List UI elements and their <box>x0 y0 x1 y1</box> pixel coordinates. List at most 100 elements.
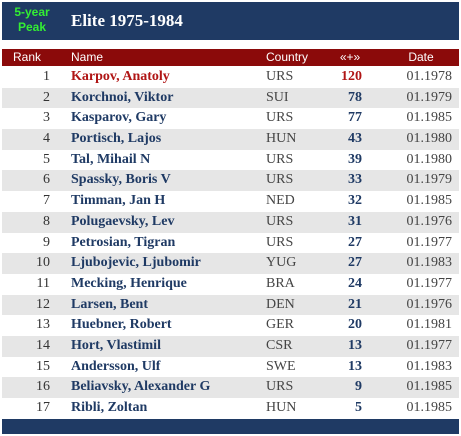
player-name-cell: Huebner, Robert <box>71 317 172 333</box>
column-header-rank[interactable]: Rank <box>12 50 41 64</box>
score-cell: 43 <box>348 131 362 147</box>
player-name-cell: Karpov, Anatoly <box>71 69 170 84</box>
country-cell: URS <box>266 213 294 229</box>
country-cell: HUN <box>266 400 297 415</box>
player-name-cell: Mecking, Henrique <box>71 275 187 291</box>
date-cell: 01.1985 <box>406 400 453 415</box>
table-footer-bar <box>2 419 459 434</box>
table-row: 9 Petrosian, Tigran URS 27 01.1977 <box>2 232 459 254</box>
table-row: 6 Spassky, Boris V URS 33 01.1979 <box>2 170 459 192</box>
badge-line-2: Peak <box>17 20 47 34</box>
rank-cell: 15 <box>36 358 50 374</box>
rank-cell: 8 <box>43 213 50 229</box>
column-header-date[interactable]: Date <box>408 50 434 64</box>
table-row: 1 Karpov, Anatoly URS 120 01.1978 <box>2 67 459 88</box>
country-cell: SUI <box>266 89 289 105</box>
table-row: 14 Hort, Vlastimil CSR 13 01.1977 <box>2 335 459 357</box>
country-cell: DEN <box>266 296 295 312</box>
rank-cell: 4 <box>43 131 50 147</box>
score-cell: 9 <box>355 379 362 395</box>
table-row: 12 Larsen, Bent DEN 21 01.1976 <box>2 294 459 316</box>
country-cell: CSR <box>266 337 293 353</box>
date-cell: 01.1979 <box>406 89 453 105</box>
column-header-row: Rank Name Country «+» Date <box>2 49 459 66</box>
column-header-name[interactable]: Name <box>71 50 104 64</box>
table-body: 1 Karpov, Anatoly URS 120 01.1978 2 Korchnoi, … <box>2 67 459 419</box>
player-name-cell: Beliavsky, Alexander G <box>71 379 211 395</box>
player-name-cell: Larsen, Bent <box>71 296 148 312</box>
table-row: 16 Beliavsky, Alexander G URS 9 01.1985 <box>2 377 459 398</box>
table-row: 2 Korchnoi, Viktor SUI 78 01.1979 <box>2 87 459 109</box>
table-row: 7 Timman, Jan H NED 32 01.1985 <box>2 191 459 212</box>
table-row: 8 Polugaevsky, Lev URS 31 01.1976 <box>2 211 459 233</box>
rank-cell: 7 <box>43 193 50 209</box>
table-row: 17 Ribli, Zoltan HUN 5 01.1985 <box>2 398 459 419</box>
country-cell: URS <box>266 69 294 84</box>
country-cell: URS <box>266 110 294 126</box>
badge-line-1: 5-year <box>14 5 50 19</box>
player-name-cell: Portisch, Lajos <box>71 131 162 147</box>
rank-cell: 17 <box>36 400 50 415</box>
score-cell: 33 <box>348 172 362 188</box>
country-cell: YUG <box>266 255 297 271</box>
score-cell: 13 <box>348 337 362 353</box>
date-cell: 01.1980 <box>406 151 453 167</box>
table-row: 4 Portisch, Lajos HUN 43 01.1980 <box>2 129 459 150</box>
table-row: 15 Andersson, Ulf SWE 13 01.1983 <box>2 356 459 378</box>
rank-cell: 6 <box>43 172 50 188</box>
country-cell: URS <box>266 151 294 167</box>
player-name-cell: Kasparov, Gary <box>71 110 167 126</box>
date-cell: 01.1977 <box>406 234 453 250</box>
score-cell: 27 <box>348 255 362 271</box>
country-cell: URS <box>266 172 294 188</box>
peak-badge: 5-year Peak <box>4 5 60 35</box>
table-row: 11 Mecking, Henrique BRA 24 01.1977 <box>2 273 459 295</box>
rank-cell: 14 <box>36 337 50 353</box>
rank-cell: 9 <box>43 234 50 250</box>
player-name-cell: Andersson, Ulf <box>71 358 161 374</box>
rank-cell: 11 <box>36 275 50 291</box>
country-cell: URS <box>266 379 294 395</box>
rank-cell: 1 <box>43 69 50 84</box>
column-header-country[interactable]: Country <box>266 50 309 64</box>
score-cell: 21 <box>348 296 362 312</box>
column-header-score[interactable]: «+» <box>339 50 361 64</box>
date-cell: 01.1985 <box>406 193 453 209</box>
score-cell: 31 <box>348 213 362 229</box>
player-name-cell: Timman, Jan H <box>71 193 166 209</box>
score-cell: 20 <box>348 317 362 333</box>
player-name-cell: Tal, Mihail N <box>71 151 151 167</box>
date-cell: 01.1977 <box>406 337 453 353</box>
country-cell: URS <box>266 234 294 250</box>
player-name-cell: Petrosian, Tigran <box>71 234 176 250</box>
score-cell: 77 <box>348 110 362 126</box>
country-cell: HUN <box>266 131 297 147</box>
table-row: 3 Kasparov, Gary URS 77 01.1985 <box>2 108 459 130</box>
country-cell: NED <box>266 193 295 209</box>
date-cell: 01.1978 <box>406 69 453 84</box>
score-cell: 32 <box>348 193 362 209</box>
rank-cell: 12 <box>36 296 50 312</box>
date-cell: 01.1985 <box>406 379 453 395</box>
table-row: 13 Huebner, Robert GER 20 01.1981 <box>2 315 459 336</box>
player-name-cell: Ribli, Zoltan <box>71 400 148 415</box>
date-cell: 01.1980 <box>406 131 453 147</box>
country-cell: GER <box>266 317 294 333</box>
rank-cell: 10 <box>36 255 50 271</box>
table-row: 10 Ljubojevic, Ljubomir YUG 27 01.1983 <box>2 253 459 274</box>
country-cell: SWE <box>266 358 296 374</box>
date-cell: 01.1985 <box>406 110 453 126</box>
score-cell: 24 <box>348 275 362 291</box>
table-header-bar: 5-year Peak Elite 1975-1984 <box>2 2 459 40</box>
country-cell: BRA <box>266 275 295 291</box>
date-cell: 01.1983 <box>406 255 453 271</box>
score-cell: 78 <box>348 89 362 105</box>
date-cell: 01.1977 <box>406 275 453 291</box>
player-name-cell: Hort, Vlastimil <box>71 337 161 353</box>
rank-cell: 3 <box>43 110 50 126</box>
date-cell: 01.1979 <box>406 172 453 188</box>
player-name-cell: Ljubojevic, Ljubomir <box>71 255 201 271</box>
score-cell: 39 <box>348 151 362 167</box>
score-cell: 120 <box>341 69 362 84</box>
